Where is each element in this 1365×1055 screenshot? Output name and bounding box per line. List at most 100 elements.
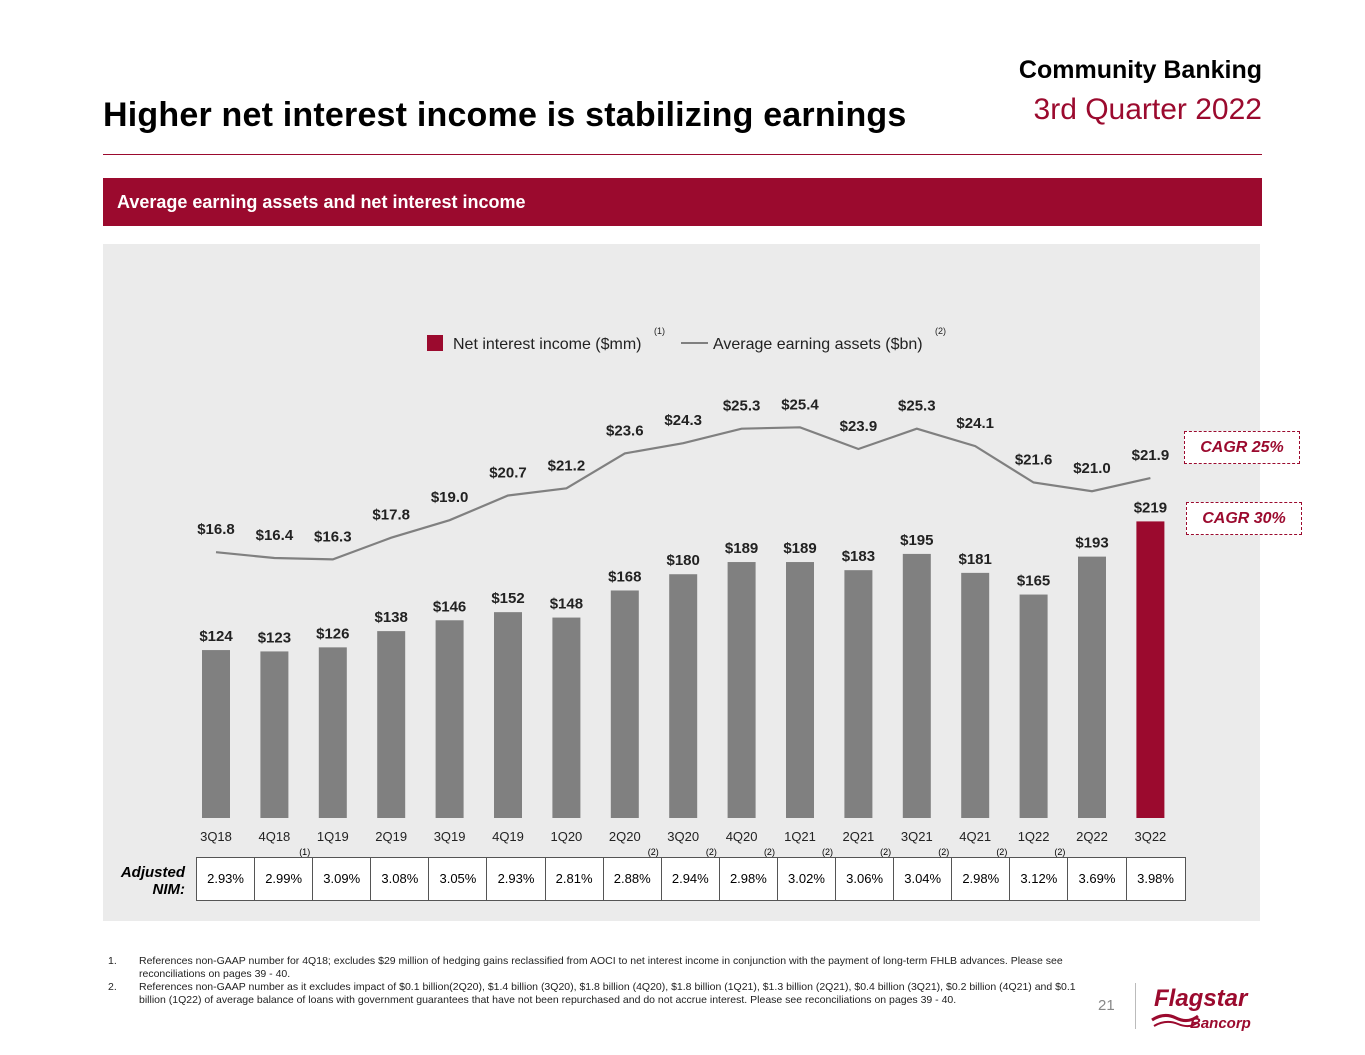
segment-label: Community Banking bbox=[1018, 56, 1262, 84]
x-tick-label: 3Q20 bbox=[667, 829, 699, 844]
nim-cell: 2.81% bbox=[546, 858, 604, 900]
section-banner: Average earning assets and net interest … bbox=[103, 178, 1262, 226]
bar bbox=[727, 562, 756, 818]
bar-value-label: $189 bbox=[725, 540, 758, 557]
x-tick-label: 3Q21 bbox=[901, 829, 933, 844]
legend-bar-label: Net interest income ($mm) bbox=[453, 336, 642, 353]
logo-divider bbox=[1135, 983, 1136, 1029]
x-tick-label: 4Q19 bbox=[492, 829, 524, 844]
legend-bar-note: (1) bbox=[654, 326, 665, 336]
nim-cell: 3.69% bbox=[1068, 858, 1127, 900]
line-value-label: $21.2 bbox=[548, 457, 586, 474]
bar bbox=[786, 562, 814, 818]
nim-cell: 3.08% bbox=[371, 858, 430, 900]
bar bbox=[377, 631, 406, 818]
nim-footnote-marker: (2) bbox=[880, 847, 892, 857]
footnote-text: References non-GAAP number for 4Q18; exc… bbox=[139, 955, 1063, 980]
bar-value-label: $152 bbox=[491, 590, 524, 607]
footnote: 2. References non-GAAP number as it excl… bbox=[108, 981, 1088, 1006]
nim-footnote-marker: (2) bbox=[1054, 847, 1066, 857]
x-tick-label: 1Q20 bbox=[550, 829, 582, 844]
legend-line-label: Average earning assets ($bn) bbox=[713, 336, 923, 353]
cagr-line-badge: CAGR 25% bbox=[1184, 431, 1300, 464]
nim-cell: 2.93% bbox=[487, 858, 546, 900]
bar bbox=[610, 590, 639, 818]
bar-value-label: $146 bbox=[433, 598, 466, 615]
line-value-label: $21.9 bbox=[1132, 447, 1170, 464]
bar bbox=[494, 612, 522, 818]
page-number: 21 bbox=[1098, 997, 1115, 1014]
nim-footnote-marker: (2) bbox=[996, 847, 1008, 857]
bar-value-label: $183 bbox=[842, 548, 875, 565]
bar bbox=[1136, 521, 1165, 818]
x-tick-label: 1Q19 bbox=[317, 829, 349, 844]
bar-value-label: $181 bbox=[959, 551, 992, 568]
line-value-label: $21.6 bbox=[1015, 451, 1053, 468]
line-value-label: $16.3 bbox=[314, 528, 352, 545]
logo-wordmark: Flagstar bbox=[1154, 985, 1249, 1012]
nim-cell: 3.04% (2) bbox=[894, 847, 953, 900]
nim-label: Adjusted NIM: bbox=[110, 864, 185, 898]
nim-cell: 2.99% (1) bbox=[255, 847, 314, 900]
logo-swoosh-icon bbox=[1151, 1013, 1199, 1023]
nim-footnote-marker: (2) bbox=[647, 847, 659, 857]
line-value-label: $24.1 bbox=[956, 415, 994, 432]
nim-footnote-marker: (2) bbox=[822, 847, 834, 857]
logo-swoosh2-icon bbox=[1153, 1020, 1199, 1028]
nim-cell: 3.98% bbox=[1137, 871, 1174, 886]
bar-value-label: $168 bbox=[608, 568, 641, 585]
title-rule bbox=[103, 154, 1262, 155]
nim-cell: 3.02% (2) bbox=[778, 847, 837, 900]
footnotes: 1. References non-GAAP number for 4Q18; … bbox=[108, 955, 1088, 1007]
bar-value-label: $189 bbox=[783, 540, 816, 557]
bar bbox=[844, 570, 873, 818]
nim-footnote-marker: (2) bbox=[705, 847, 717, 857]
bar-value-label: $193 bbox=[1075, 535, 1108, 552]
nim-cell: 3.06% (2) bbox=[836, 847, 895, 900]
bar-value-label: $195 bbox=[900, 532, 933, 549]
nim-footnote-marker: (2) bbox=[938, 847, 950, 857]
bar-value-label: $148 bbox=[550, 596, 583, 613]
bar-value-label: $219 bbox=[1134, 499, 1167, 516]
footnote-number: 2. bbox=[108, 981, 117, 993]
footnote-number: 1. bbox=[108, 955, 117, 967]
quarter-label: 3rd Quarter 2022 bbox=[1033, 93, 1262, 126]
nim-label-line2: NIM: bbox=[152, 881, 186, 898]
bar bbox=[318, 647, 347, 818]
bar-value-label: $126 bbox=[316, 625, 349, 642]
x-tick-label: 3Q18 bbox=[200, 829, 232, 844]
line-value-label: $24.3 bbox=[664, 412, 702, 429]
bar-value-label: $123 bbox=[258, 629, 291, 646]
x-tick-label: 3Q19 bbox=[434, 829, 466, 844]
bar-value-label: $138 bbox=[375, 609, 408, 626]
nim-cell: 3.09% bbox=[313, 858, 372, 900]
bar bbox=[669, 574, 698, 818]
line-value-label: $20.7 bbox=[489, 465, 527, 482]
page-title: Higher net interest income is stabilizin… bbox=[103, 96, 907, 134]
x-tick-label: 4Q20 bbox=[726, 829, 758, 844]
bar-value-label: $165 bbox=[1017, 573, 1050, 590]
x-tick-label: 2Q21 bbox=[842, 829, 874, 844]
x-tick-label: 1Q22 bbox=[1018, 829, 1050, 844]
nim-cell: 3.05% bbox=[429, 858, 488, 900]
x-tick-label: 2Q19 bbox=[375, 829, 407, 844]
x-tick-label: 2Q22 bbox=[1076, 829, 1108, 844]
line-value-label: $16.4 bbox=[256, 527, 294, 544]
bar bbox=[202, 650, 230, 818]
nim-cell: 2.94% (2) bbox=[662, 847, 720, 900]
nim-cell: 2.98% (2) bbox=[952, 847, 1011, 900]
bar-value-label: $180 bbox=[667, 552, 700, 569]
nim-cell: 2.93% bbox=[197, 858, 256, 900]
legend-bar-swatch bbox=[427, 335, 443, 351]
line-value-label: $25.3 bbox=[723, 398, 761, 415]
nim-footnote-marker: (2) bbox=[763, 847, 775, 857]
bar bbox=[902, 553, 931, 818]
line-value-label: $25.3 bbox=[898, 398, 936, 415]
flagstar-logo: Flagstar Bancorp bbox=[1151, 985, 1251, 1032]
bar-value-label: $124 bbox=[199, 628, 233, 645]
x-tick-label: 1Q21 bbox=[784, 829, 816, 844]
asset-line bbox=[215, 426, 1151, 561]
x-tick-label: 4Q18 bbox=[258, 829, 290, 844]
nim-cell: 2.88% (2) bbox=[604, 847, 662, 900]
